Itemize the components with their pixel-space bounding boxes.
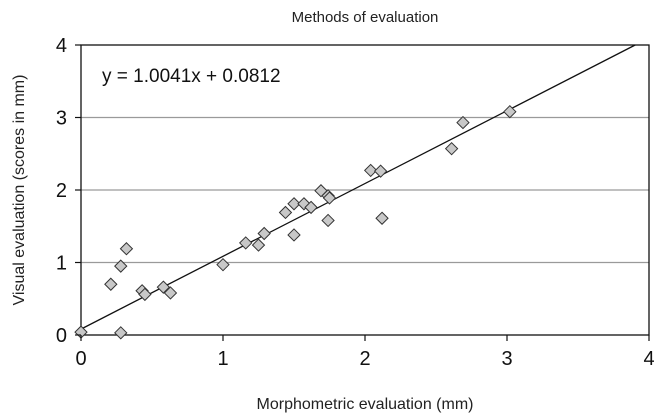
- data-point-27: [503, 104, 517, 119]
- y-tick-label-3: 3: [56, 108, 67, 130]
- x-axis-ticks: 0 1 2 3 4: [75, 335, 654, 370]
- regression-equation: y = 1.0041x + 0.0812: [102, 66, 281, 87]
- data-point-11: [251, 238, 266, 252]
- data-point-2: [104, 277, 118, 291]
- data-point-23: [373, 164, 388, 178]
- data-point-1: [114, 326, 128, 340]
- data-point-17: [304, 200, 318, 215]
- data-point-6: [138, 287, 152, 302]
- x-tick-label-1: 1: [217, 348, 228, 370]
- data-point-15: [287, 228, 301, 242]
- data-point-26: [456, 115, 470, 130]
- gridlines: [81, 116, 649, 264]
- data-point-24: [375, 211, 389, 225]
- data-point-7: [156, 280, 171, 294]
- x-tick-label-0: 0: [75, 348, 86, 370]
- chart-title: Methods of evaluation: [292, 9, 439, 26]
- x-tick-label-4: 4: [643, 348, 654, 370]
- data-point-9: [216, 257, 230, 272]
- data-point-12: [257, 226, 271, 241]
- data-point-10: [239, 236, 253, 250]
- y-axis-ticks: 0 1 2 3 4: [56, 35, 81, 347]
- data-point-20: [322, 191, 337, 205]
- x-axis-label: Morphometric evaluation (mm): [257, 396, 474, 413]
- y-axis-label: Visual evaluation (scores in mm): [11, 75, 28, 306]
- data-point-25: [444, 141, 459, 156]
- y-tick-label-2: 2: [56, 180, 67, 202]
- y-tick-label-4: 4: [56, 35, 67, 57]
- data-point-4: [119, 242, 134, 256]
- trendline: [80, 44, 636, 330]
- x-tick-label-2: 2: [359, 348, 370, 370]
- data-points: [74, 104, 517, 340]
- data-point-21: [321, 213, 335, 228]
- y-tick-label-1: 1: [56, 253, 67, 275]
- data-point-8: [163, 286, 178, 300]
- data-point-14: [287, 197, 301, 211]
- x-tick-label-3: 3: [501, 348, 512, 370]
- data-point-13: [278, 205, 293, 220]
- trendline-group: [80, 44, 636, 330]
- y-tick-label-0: 0: [56, 325, 67, 347]
- data-point-3: [114, 259, 128, 273]
- data-point-22: [363, 163, 378, 178]
